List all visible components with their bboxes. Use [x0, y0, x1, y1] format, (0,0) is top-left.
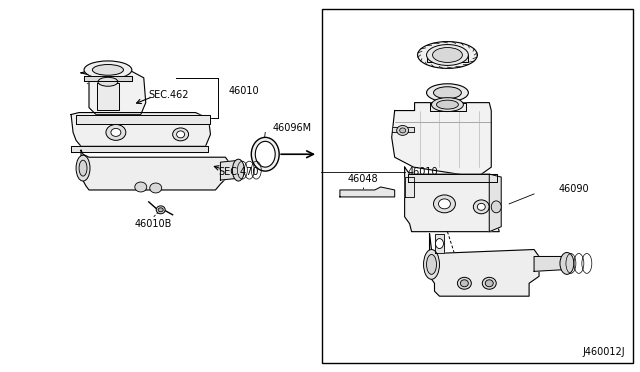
Ellipse shape	[431, 98, 463, 112]
Polygon shape	[71, 146, 209, 152]
Ellipse shape	[435, 238, 444, 248]
Polygon shape	[404, 167, 499, 232]
Polygon shape	[404, 177, 413, 197]
Ellipse shape	[492, 201, 501, 213]
Ellipse shape	[156, 206, 165, 214]
Ellipse shape	[76, 155, 90, 181]
Ellipse shape	[560, 253, 574, 274]
Polygon shape	[76, 115, 211, 125]
Ellipse shape	[158, 208, 163, 212]
Ellipse shape	[79, 160, 87, 176]
Text: 46010: 46010	[408, 167, 438, 177]
Ellipse shape	[458, 277, 471, 289]
Ellipse shape	[426, 84, 468, 102]
Ellipse shape	[436, 100, 458, 109]
Ellipse shape	[399, 128, 406, 133]
Text: SEC.462: SEC.462	[148, 90, 189, 100]
Ellipse shape	[438, 199, 451, 209]
Ellipse shape	[485, 280, 493, 287]
Text: 46090: 46090	[559, 184, 589, 194]
Polygon shape	[81, 150, 230, 190]
Polygon shape	[489, 174, 501, 232]
Ellipse shape	[433, 48, 462, 62]
Polygon shape	[418, 42, 477, 68]
Ellipse shape	[433, 87, 461, 99]
Ellipse shape	[474, 200, 489, 214]
Text: 46096M: 46096M	[272, 124, 311, 134]
Ellipse shape	[426, 45, 468, 65]
Polygon shape	[84, 76, 132, 81]
Ellipse shape	[460, 280, 468, 287]
Ellipse shape	[483, 277, 496, 289]
Ellipse shape	[255, 141, 275, 167]
Polygon shape	[408, 174, 497, 182]
Ellipse shape	[397, 125, 408, 135]
Text: J460012J: J460012J	[582, 347, 625, 357]
Ellipse shape	[426, 254, 436, 274]
Polygon shape	[429, 234, 539, 296]
Polygon shape	[340, 187, 395, 197]
Ellipse shape	[135, 182, 147, 192]
Ellipse shape	[252, 137, 279, 171]
Ellipse shape	[111, 128, 121, 137]
Polygon shape	[429, 103, 467, 110]
Polygon shape	[71, 113, 211, 146]
Polygon shape	[435, 234, 444, 253]
Ellipse shape	[232, 159, 244, 181]
Text: 46010B: 46010B	[135, 219, 172, 229]
Ellipse shape	[98, 77, 118, 86]
Bar	[322, 9, 632, 363]
Text: SEC.470: SEC.470	[218, 167, 259, 177]
Polygon shape	[81, 71, 146, 115]
Ellipse shape	[92, 64, 124, 75]
Text: 46048: 46048	[348, 174, 378, 184]
Ellipse shape	[424, 250, 440, 279]
Polygon shape	[426, 55, 468, 62]
Ellipse shape	[106, 125, 126, 140]
Ellipse shape	[433, 195, 456, 213]
Ellipse shape	[177, 131, 184, 138]
Polygon shape	[392, 103, 492, 177]
Polygon shape	[534, 256, 569, 271]
Ellipse shape	[173, 128, 189, 141]
Polygon shape	[392, 128, 413, 132]
Text: 46010: 46010	[228, 86, 259, 96]
Polygon shape	[97, 83, 119, 110]
Ellipse shape	[150, 183, 162, 193]
Ellipse shape	[84, 61, 132, 79]
Polygon shape	[220, 160, 241, 180]
Ellipse shape	[477, 203, 485, 210]
